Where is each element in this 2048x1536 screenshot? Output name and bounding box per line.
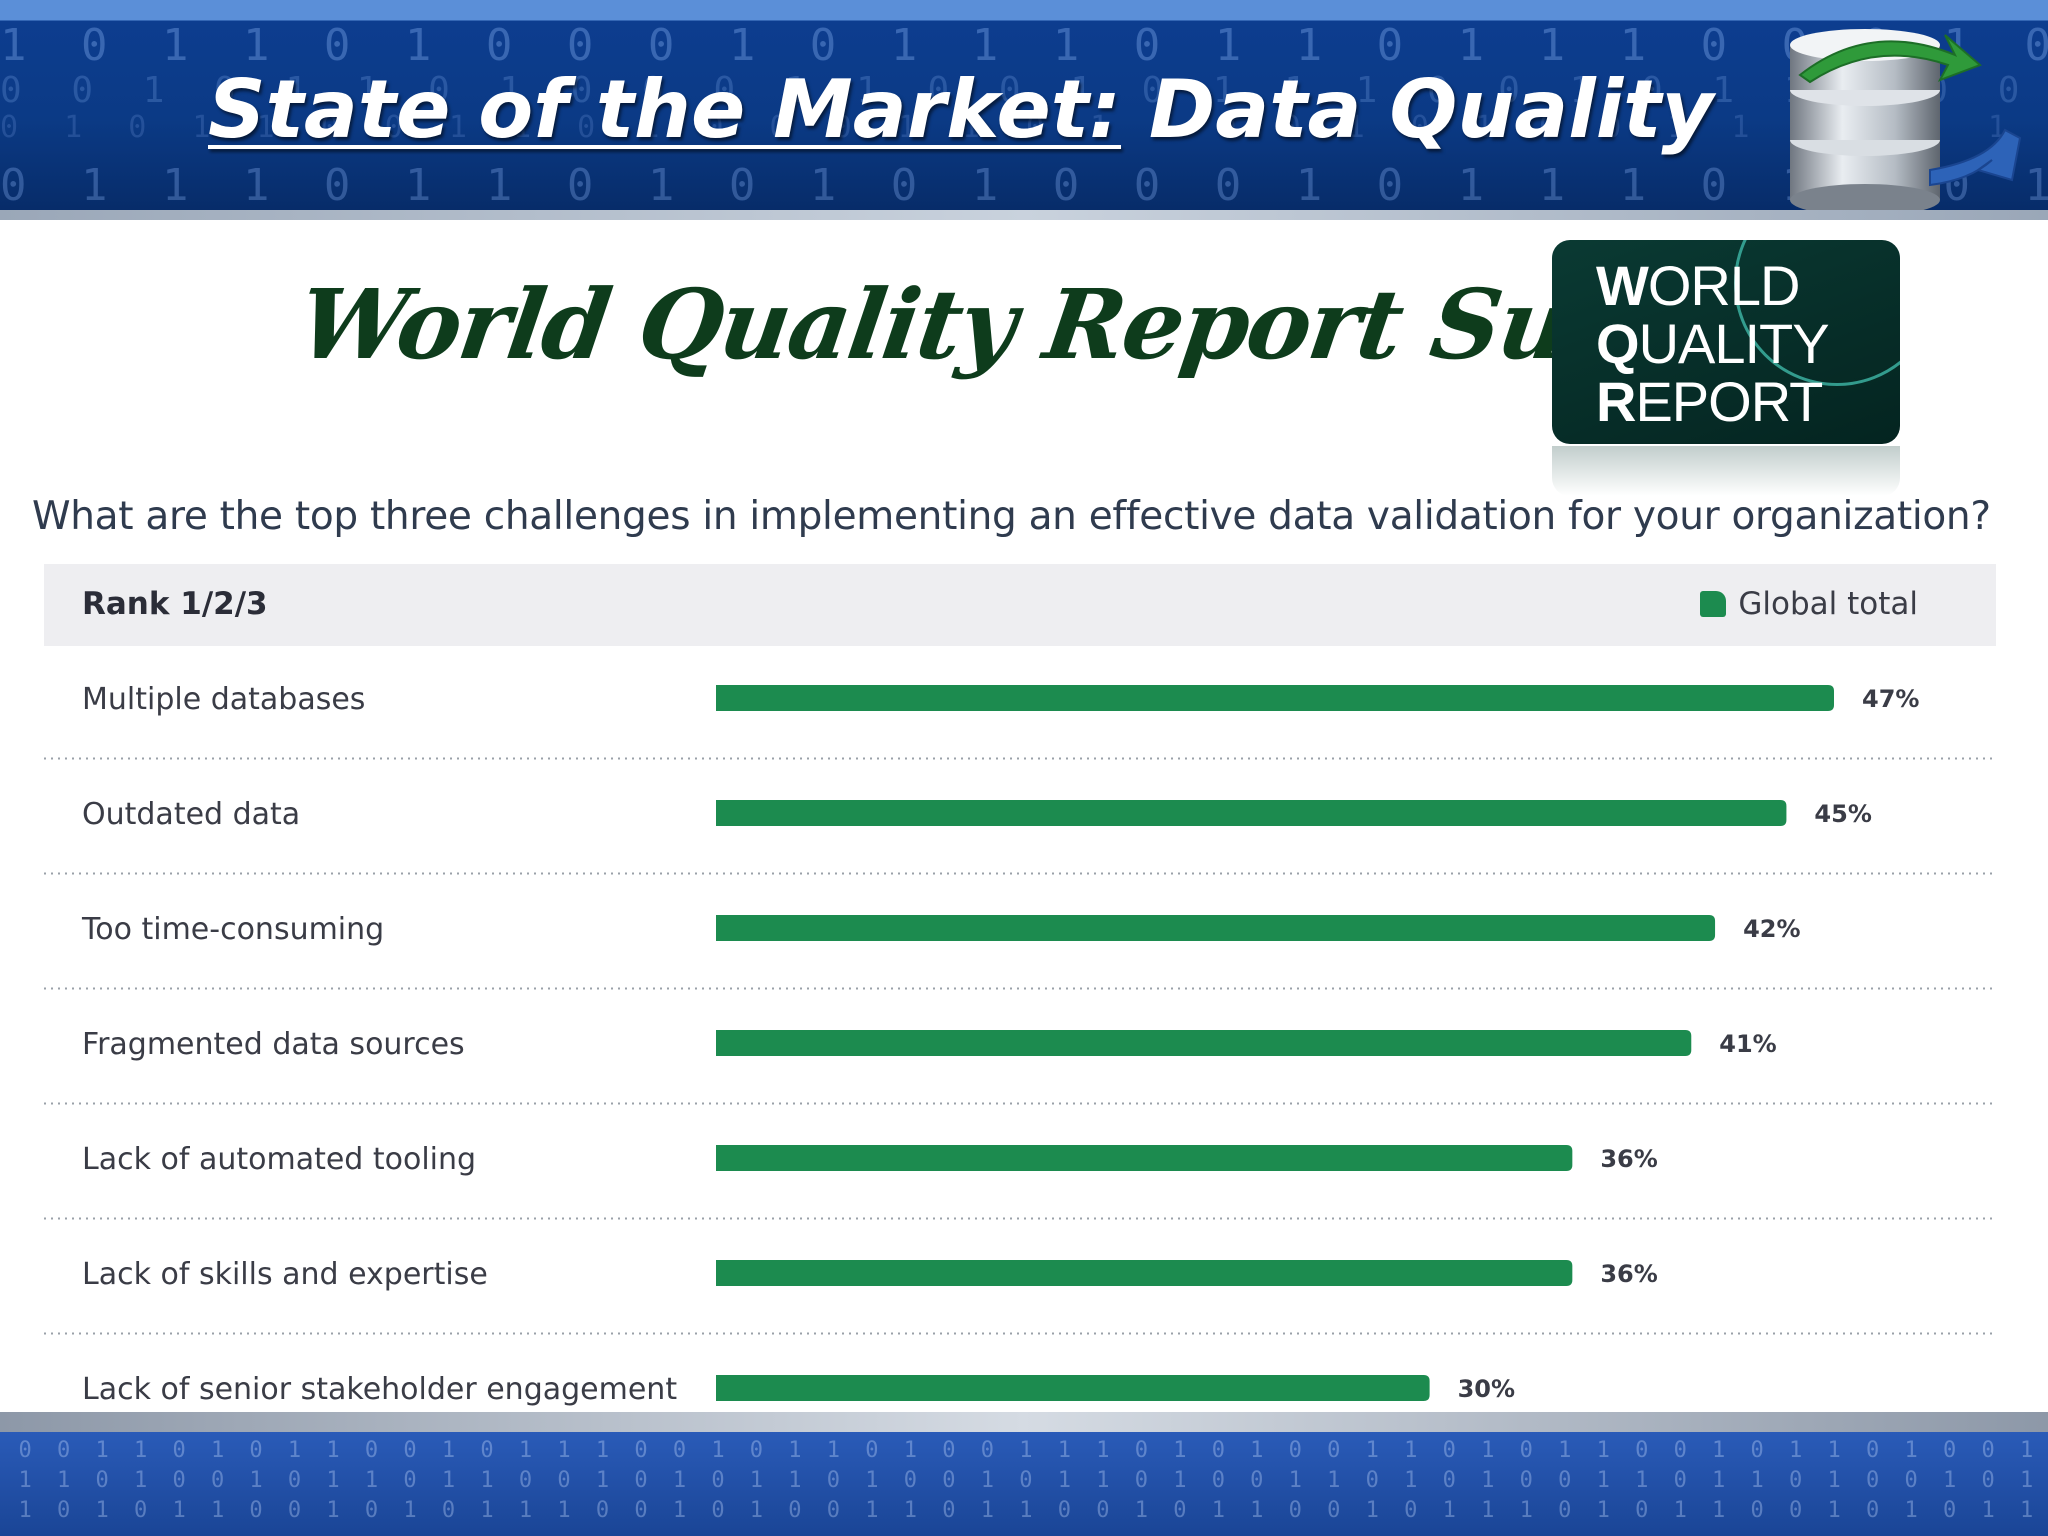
binary-pattern: 0 1 1 0 1 0 0 1 0 1 1 0 1 1 0 0 1 0 1 0 … — [0, 1468, 2048, 1493]
binary-pattern: 0 0 1 0 1 1 0 1 0 0 0 1 1 0 0 1 0 1 1 1 … — [0, 70, 2048, 111]
bar — [716, 1375, 1430, 1401]
category-label: Too time-consuming — [81, 912, 384, 947]
survey-question: What are the top three challenges in imp… — [32, 494, 1991, 539]
bar — [716, 800, 1787, 826]
chart-legend: Global total — [1700, 586, 1918, 622]
footer-banner: 1 0 0 1 1 0 1 0 1 1 0 0 1 0 1 1 1 0 0 1 … — [0, 1432, 2048, 1536]
category-label: Multiple databases — [82, 682, 365, 717]
category-label: Lack of skills and expertise — [82, 1257, 488, 1292]
bar — [716, 1260, 1573, 1286]
bar — [716, 685, 1834, 711]
logo-line-world: WORLD — [1596, 254, 1800, 317]
category-label: Outdated data — [82, 797, 300, 832]
logo-line-report: REPORT — [1596, 370, 1823, 433]
binary-pattern: 0 1 0 1 1 0 0 1 1 0 1 0 0 0 1 1 0 1 1 0 … — [0, 110, 2048, 145]
legend-label: Global total — [1738, 586, 1918, 622]
bar-value-label: 47% — [1862, 685, 1919, 713]
binary-pattern: 0 1 1 1 0 1 1 0 1 0 1 0 1 0 0 0 1 0 1 1 … — [0, 160, 2048, 211]
binary-pattern: 1 1 0 1 0 1 1 0 0 1 0 1 0 1 1 1 0 0 1 0 … — [0, 1498, 2048, 1523]
banner-divider — [0, 210, 2048, 220]
category-label: Fragmented data sources — [82, 1027, 465, 1062]
category-label: Lack of senior stakeholder engagement — [82, 1372, 677, 1407]
bar — [716, 1030, 1692, 1056]
bar-value-label: 45% — [1814, 800, 1871, 828]
bar-value-label: 30% — [1458, 1375, 1515, 1403]
header-banner: 1 0 1 1 0 1 0 0 0 1 0 1 1 1 0 1 1 0 1 1 … — [0, 0, 2048, 218]
database-icon — [1790, 29, 2022, 216]
bar — [716, 1145, 1573, 1171]
rank-header-label: Rank 1/2/3 — [82, 586, 268, 622]
bar-value-label: 42% — [1743, 915, 1800, 943]
chart-header: Rank 1/2/3 Global total — [44, 564, 1996, 646]
title-rest: Data Quality — [1121, 63, 1714, 156]
world-quality-report-logo: WORLD QUALITY REPORT — [1552, 240, 1900, 444]
bar-chart: Multiple databases 47% Outdated data 45% Too… — [44, 682, 1996, 1407]
bar-value-label: 36% — [1600, 1145, 1657, 1173]
category-label: Lack of automated tooling — [82, 1142, 476, 1177]
binary-pattern: 1 0 0 1 1 0 1 0 1 1 0 0 1 0 1 1 1 0 0 1 … — [0, 1438, 2048, 1463]
logo-reflection — [1552, 446, 1900, 496]
logo-line-quality: QUALITY — [1596, 312, 1830, 375]
page-title: State of the Market: Data Quality — [208, 70, 1714, 150]
title-underlined-part: State of the Market: — [208, 63, 1122, 156]
bar-value-label: 41% — [1719, 1030, 1776, 1058]
footer-divider — [0, 1412, 2048, 1432]
binary-pattern: 1 0 1 1 0 1 0 0 0 1 0 1 1 1 0 1 1 0 1 1 … — [0, 20, 2048, 71]
legend-swatch — [1700, 591, 1727, 617]
bar-chart-panel: Rank 1/2/3 Global total Multiple databas… — [44, 564, 1996, 1434]
bar-value-label: 36% — [1600, 1260, 1657, 1288]
bar — [716, 915, 1716, 941]
